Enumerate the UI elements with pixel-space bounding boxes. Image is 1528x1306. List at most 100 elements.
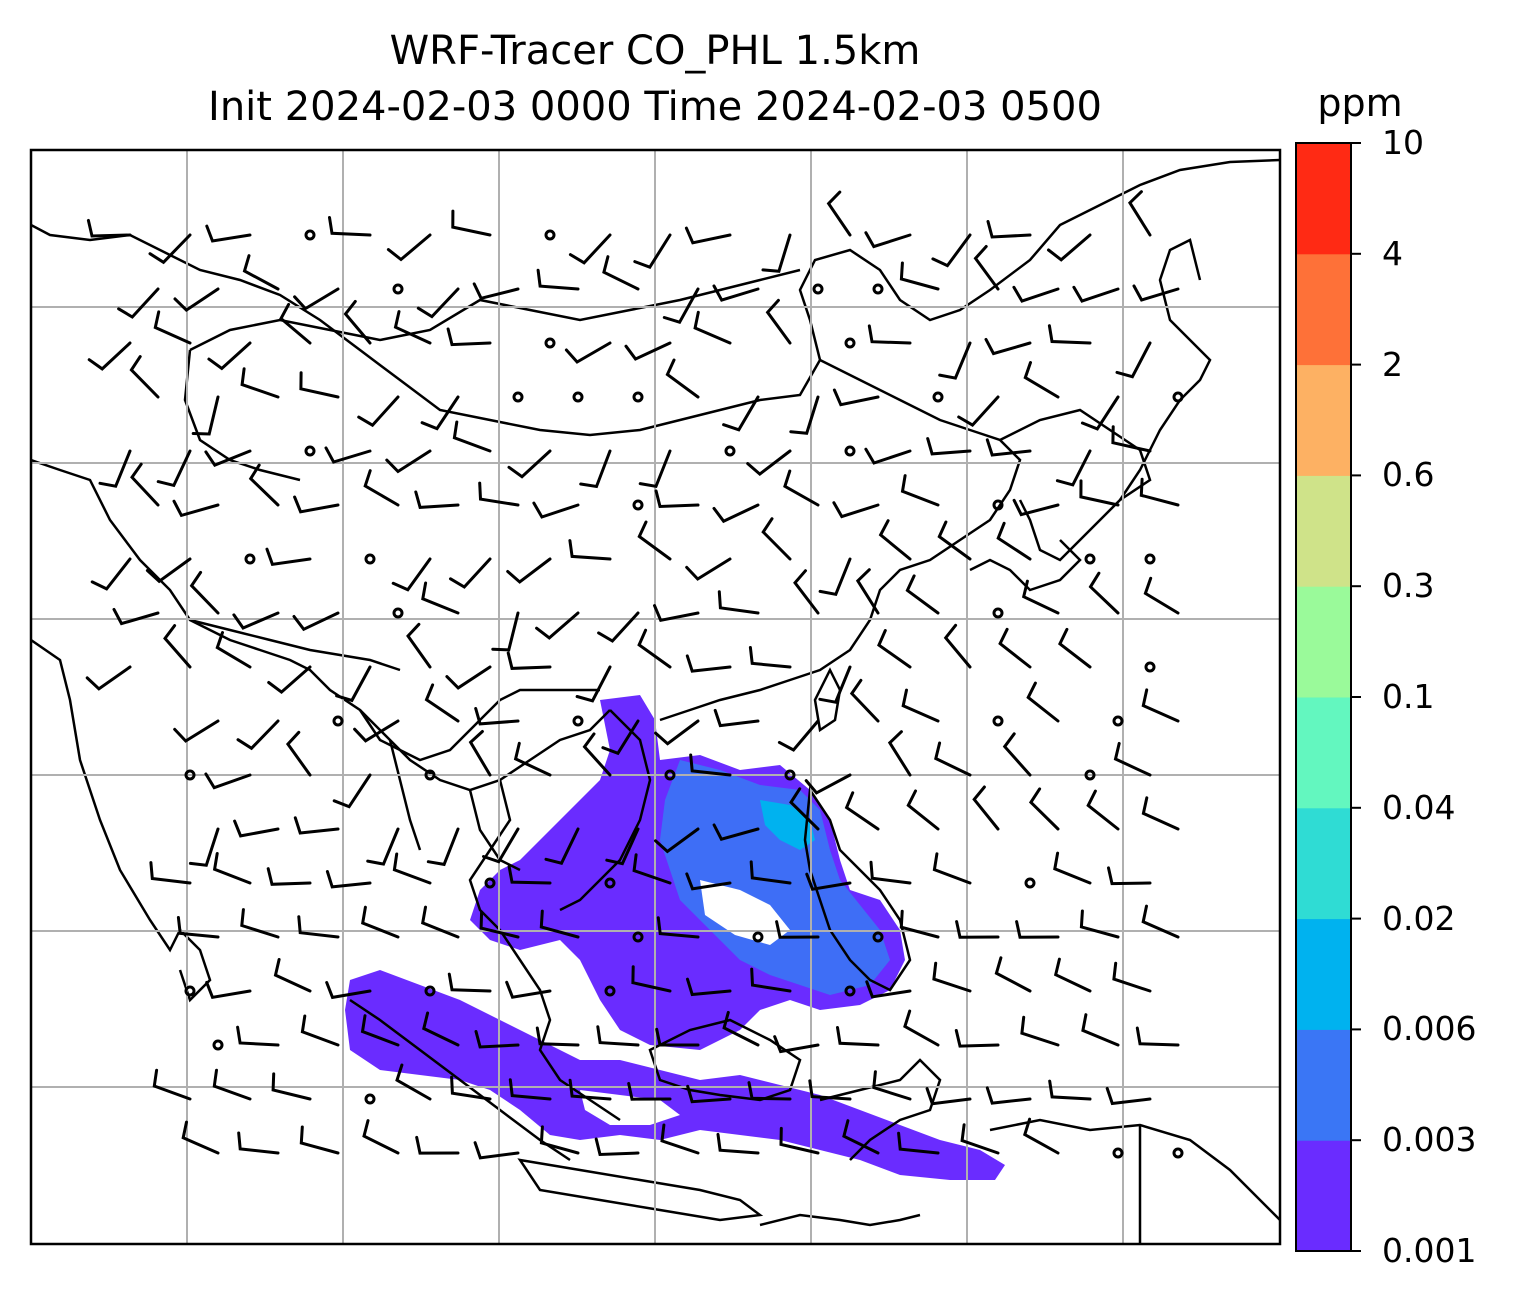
wind-barb (332, 773, 372, 809)
calm-wind-marker (1172, 391, 1184, 403)
wind-barb (925, 1087, 972, 1106)
wind-barb (236, 719, 280, 751)
wind-barb (117, 287, 160, 319)
wind-barb (152, 1068, 192, 1101)
wind-barb (189, 570, 220, 615)
wind-barb (594, 1137, 640, 1157)
wind-barb (447, 972, 492, 993)
wind-barb (937, 520, 972, 561)
calm-wind-marker (604, 985, 616, 997)
wind-barb (1020, 1015, 1060, 1047)
wind-barb (293, 495, 340, 514)
wind-barb (279, 302, 312, 345)
wind-barb (85, 665, 132, 691)
wind-barb (749, 860, 792, 885)
wind-barb (1135, 1026, 1180, 1047)
calm-wind-marker (572, 391, 584, 403)
wind-barb (631, 965, 672, 993)
calm-wind-marker (544, 337, 556, 349)
calm-wind-marker (604, 877, 616, 889)
wind-barb (1012, 498, 1060, 517)
calm-wind-marker (1084, 553, 1096, 565)
wind-barb (482, 827, 520, 864)
wind-barb (513, 741, 552, 777)
wind-barb (804, 773, 852, 795)
coastlines (31, 158, 1280, 1244)
wind-barb (746, 449, 792, 477)
wind-barb (536, 268, 580, 291)
wind-barb (1086, 789, 1120, 831)
colorbar-segment (1296, 143, 1351, 255)
wind-barb (391, 557, 432, 592)
wind-barb (300, 1014, 340, 1047)
wind-barb (903, 1009, 940, 1047)
wind-barb (148, 233, 192, 265)
wind-barb (900, 474, 940, 507)
wind-barb (637, 628, 672, 669)
calm-wind-marker (364, 553, 376, 565)
wind-barb (887, 730, 912, 777)
map-border (29, 148, 1282, 1246)
wind-barb (985, 1086, 1032, 1105)
wind-barb (393, 310, 432, 345)
wind-barb (215, 631, 252, 669)
wind-barb (899, 261, 940, 291)
wind-barb (1081, 1013, 1120, 1047)
wind-barb (1080, 395, 1120, 431)
coast-newguinea (989, 1118, 1280, 1221)
wind-barb (761, 517, 792, 561)
wind-barb (473, 1141, 520, 1160)
calm-wind-marker (424, 769, 436, 781)
wind-barb (1141, 796, 1180, 831)
wind-barb (855, 568, 880, 615)
wind-barb (627, 1082, 672, 1101)
wind-barb (793, 569, 820, 615)
wind-barb (98, 449, 132, 488)
colorbar-segment (1296, 364, 1351, 476)
wind-barb (421, 581, 460, 615)
wind-barb (112, 607, 160, 626)
wind-barb (506, 557, 552, 584)
wind-barb (451, 209, 492, 237)
colorbar-tick-label: 0.6 (1382, 455, 1435, 495)
wind-barb (248, 463, 280, 507)
wind-barb (474, 707, 520, 726)
wind-barb (779, 1126, 820, 1155)
wind-barb (505, 980, 552, 999)
wind-barb (601, 719, 640, 756)
colorbar-segment (1296, 1140, 1351, 1252)
wind-barb (1111, 425, 1152, 453)
colorbar-segment (1296, 1029, 1351, 1141)
wind-barb (938, 341, 972, 380)
wind-barb (1012, 285, 1060, 303)
wind-barb (191, 395, 220, 436)
wind-barb (662, 287, 700, 324)
wind-barb (579, 449, 612, 489)
wind-barb (1053, 851, 1092, 885)
wind-barb (931, 233, 972, 268)
wind-barb (818, 557, 852, 596)
wind-barb (478, 481, 520, 507)
wind-barb (240, 908, 280, 939)
wind-barb (468, 730, 492, 777)
wind-barb (406, 622, 432, 669)
coast-java (517, 1158, 764, 1222)
colorbar-segment (1296, 807, 1351, 920)
wind-barb (972, 785, 1000, 831)
wind-barb (479, 910, 520, 939)
wind-barb (748, 646, 792, 669)
calm-wind-marker (184, 985, 196, 997)
wind-barb (188, 827, 220, 867)
coast-india-west (31, 638, 212, 1003)
calm-wind-marker (632, 391, 644, 403)
wind-barb (446, 327, 492, 347)
calm-wind-marker (844, 445, 856, 457)
border-burma (388, 739, 422, 851)
calm-wind-marker (392, 283, 404, 295)
wind-barb (472, 282, 520, 301)
wind-barb (1021, 579, 1060, 615)
wind-barb (877, 629, 912, 669)
wind-barb (849, 678, 880, 723)
wind-barb (145, 557, 192, 584)
wind-barb (818, 665, 852, 704)
